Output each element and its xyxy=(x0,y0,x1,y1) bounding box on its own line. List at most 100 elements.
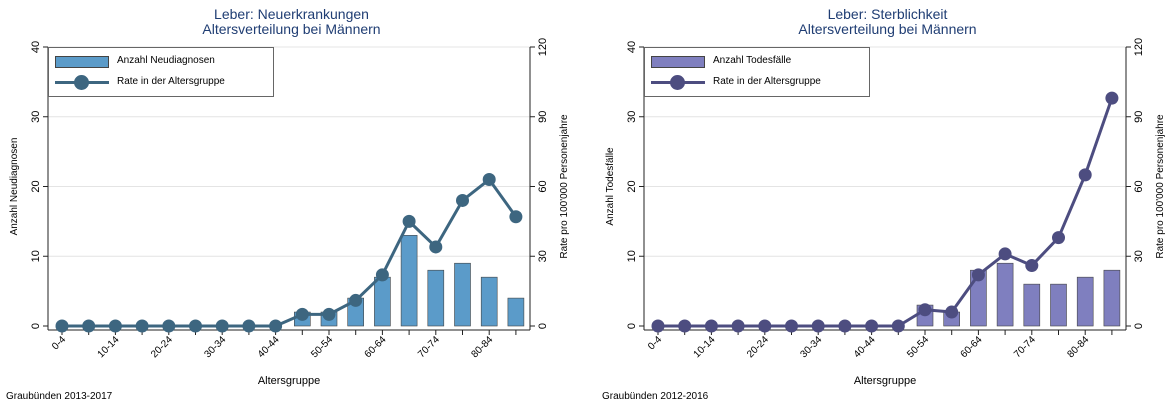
bar xyxy=(427,269,445,327)
y-tick-label: 0 xyxy=(626,323,638,329)
y2-tick-label: 30 xyxy=(537,250,549,262)
x-tick-label: 20-24 xyxy=(745,334,771,360)
data-point xyxy=(971,268,985,282)
y-tick-label: 40 xyxy=(30,41,42,53)
x-tick-label: 20-24 xyxy=(149,334,175,360)
source-note: Graubünden 2013-2017 xyxy=(6,391,113,402)
data-point xyxy=(811,319,825,333)
bar xyxy=(400,235,418,327)
y-tick-label: 20 xyxy=(30,180,42,192)
legend-label: Rate in der Altersgruppe xyxy=(713,76,821,87)
series-line xyxy=(62,178,518,328)
y2-tick-label: 90 xyxy=(537,111,549,123)
x-tick-label: 0-4 xyxy=(646,334,664,352)
data-point xyxy=(55,319,69,333)
data-point xyxy=(891,319,905,333)
x-tick-label: 50-54 xyxy=(905,334,931,360)
data-point xyxy=(758,319,772,333)
y2-tick-label: 120 xyxy=(537,38,549,56)
x-tick-label: 10-14 xyxy=(96,334,122,360)
chart-title: Leber: Sterblichkeit xyxy=(827,6,948,22)
x-tick-label: 70-74 xyxy=(1012,334,1038,360)
legend-item-line: Rate in der Altersgruppe xyxy=(49,73,273,93)
y2-axis-label: Rate pro 100'000 Personenjahre xyxy=(559,114,570,259)
y-tick-label: 0 xyxy=(30,323,42,329)
data-point xyxy=(945,305,959,319)
chart-panel-mortality: Leber: Sterblichkeit Altersverteilung be… xyxy=(596,0,1167,407)
chart-plot: 0 10 20 30 40 0 30 60 90 120 Anzahl Todesfälle Rate… xyxy=(605,38,1166,387)
bar xyxy=(996,262,1014,327)
y-tick-label: 30 xyxy=(30,111,42,123)
chart-panel-incidence: Leber: Neuerkrankungen Altersverteilung … xyxy=(0,0,583,407)
data-point xyxy=(108,319,122,333)
data-point xyxy=(429,240,443,254)
x-tick-label: 80-84 xyxy=(1065,334,1091,360)
y-axis-label: Anzahl Neudiagnosen xyxy=(9,138,20,236)
bar xyxy=(454,262,471,327)
x-tick-label: 70-74 xyxy=(416,334,442,360)
data-point xyxy=(509,210,523,224)
x-tick-label: 30-34 xyxy=(202,334,228,360)
data-point xyxy=(731,319,745,333)
x-axis-label: Altersgruppe xyxy=(854,375,916,387)
x-tick-label: 40-44 xyxy=(852,334,878,360)
data-point xyxy=(349,293,363,307)
data-point xyxy=(1078,168,1092,182)
data-point xyxy=(456,193,469,207)
chart-subtitle: Altersverteilung bei Männern xyxy=(798,21,977,37)
legend-label: Anzahl Todesfälle xyxy=(713,55,792,66)
data-point xyxy=(189,319,202,333)
data-point xyxy=(704,319,718,333)
data-point xyxy=(242,319,256,333)
x-tick-label: 80-84 xyxy=(469,334,495,360)
data-point xyxy=(375,268,389,282)
bar xyxy=(374,276,391,327)
x-tick-label: 30-34 xyxy=(798,334,824,360)
legend: Anzahl Neudiagnosen Rate in der Altersgr… xyxy=(48,47,274,97)
y2-tick-label: 0 xyxy=(1133,323,1145,329)
x-tick-label: 40-44 xyxy=(256,334,282,360)
y-tick-label: 10 xyxy=(30,250,42,262)
legend-dot-swatch xyxy=(74,75,89,90)
y-axis-label: Anzahl Todesfälle xyxy=(605,147,616,226)
x-tick-label: 10-14 xyxy=(692,334,718,360)
legend-label: Anzahl Neudiagnosen xyxy=(117,55,215,66)
y-tick-label: 10 xyxy=(626,250,638,262)
legend-item-bars: Anzahl Neudiagnosen xyxy=(49,52,273,72)
legend-item-line: Rate in der Altersgruppe xyxy=(645,73,869,93)
data-point xyxy=(322,307,336,321)
y2-tick-label: 30 xyxy=(1133,250,1145,262)
data-point xyxy=(402,214,416,228)
legend-bar-swatch xyxy=(55,56,109,68)
source-note: Graubünden 2012-2016 xyxy=(602,391,709,402)
legend-bar-swatch xyxy=(651,56,705,68)
data-point xyxy=(1052,231,1065,245)
data-point xyxy=(785,319,798,333)
y-tick-label: 30 xyxy=(626,111,638,123)
chart-title: Leber: Neuerkrankungen xyxy=(214,6,369,22)
data-point xyxy=(678,319,692,333)
data-point xyxy=(998,247,1012,261)
x-tick-label: 0-4 xyxy=(50,334,68,352)
bar xyxy=(1023,283,1041,327)
bar xyxy=(1076,276,1094,327)
data-point xyxy=(82,319,96,333)
x-tick-label: 60-64 xyxy=(959,334,985,360)
data-point xyxy=(269,319,283,333)
x-tick-label: 60-64 xyxy=(363,334,389,360)
y2-tick-label: 120 xyxy=(1133,38,1145,56)
legend-dot-swatch xyxy=(670,75,685,90)
legend: Anzahl Todesfälle Rate in der Altersgrup… xyxy=(644,47,870,97)
y2-tick-label: 60 xyxy=(1133,180,1145,192)
chart-subtitle: Altersverteilung bei Männern xyxy=(202,21,381,37)
data-point xyxy=(135,319,149,333)
bar xyxy=(480,276,498,327)
y2-tick-label: 90 xyxy=(1133,111,1145,123)
y-tick-label: 40 xyxy=(626,41,638,53)
chart-plot: 0 10 20 30 40 0 30 60 90 120 Anzahl Neudiagnosen Ra… xyxy=(9,38,570,387)
series-line xyxy=(658,97,1114,328)
legend-item-bars: Anzahl Todesfälle xyxy=(645,52,869,72)
bar xyxy=(1103,269,1121,327)
data-point xyxy=(1105,91,1119,105)
data-point xyxy=(865,319,879,333)
